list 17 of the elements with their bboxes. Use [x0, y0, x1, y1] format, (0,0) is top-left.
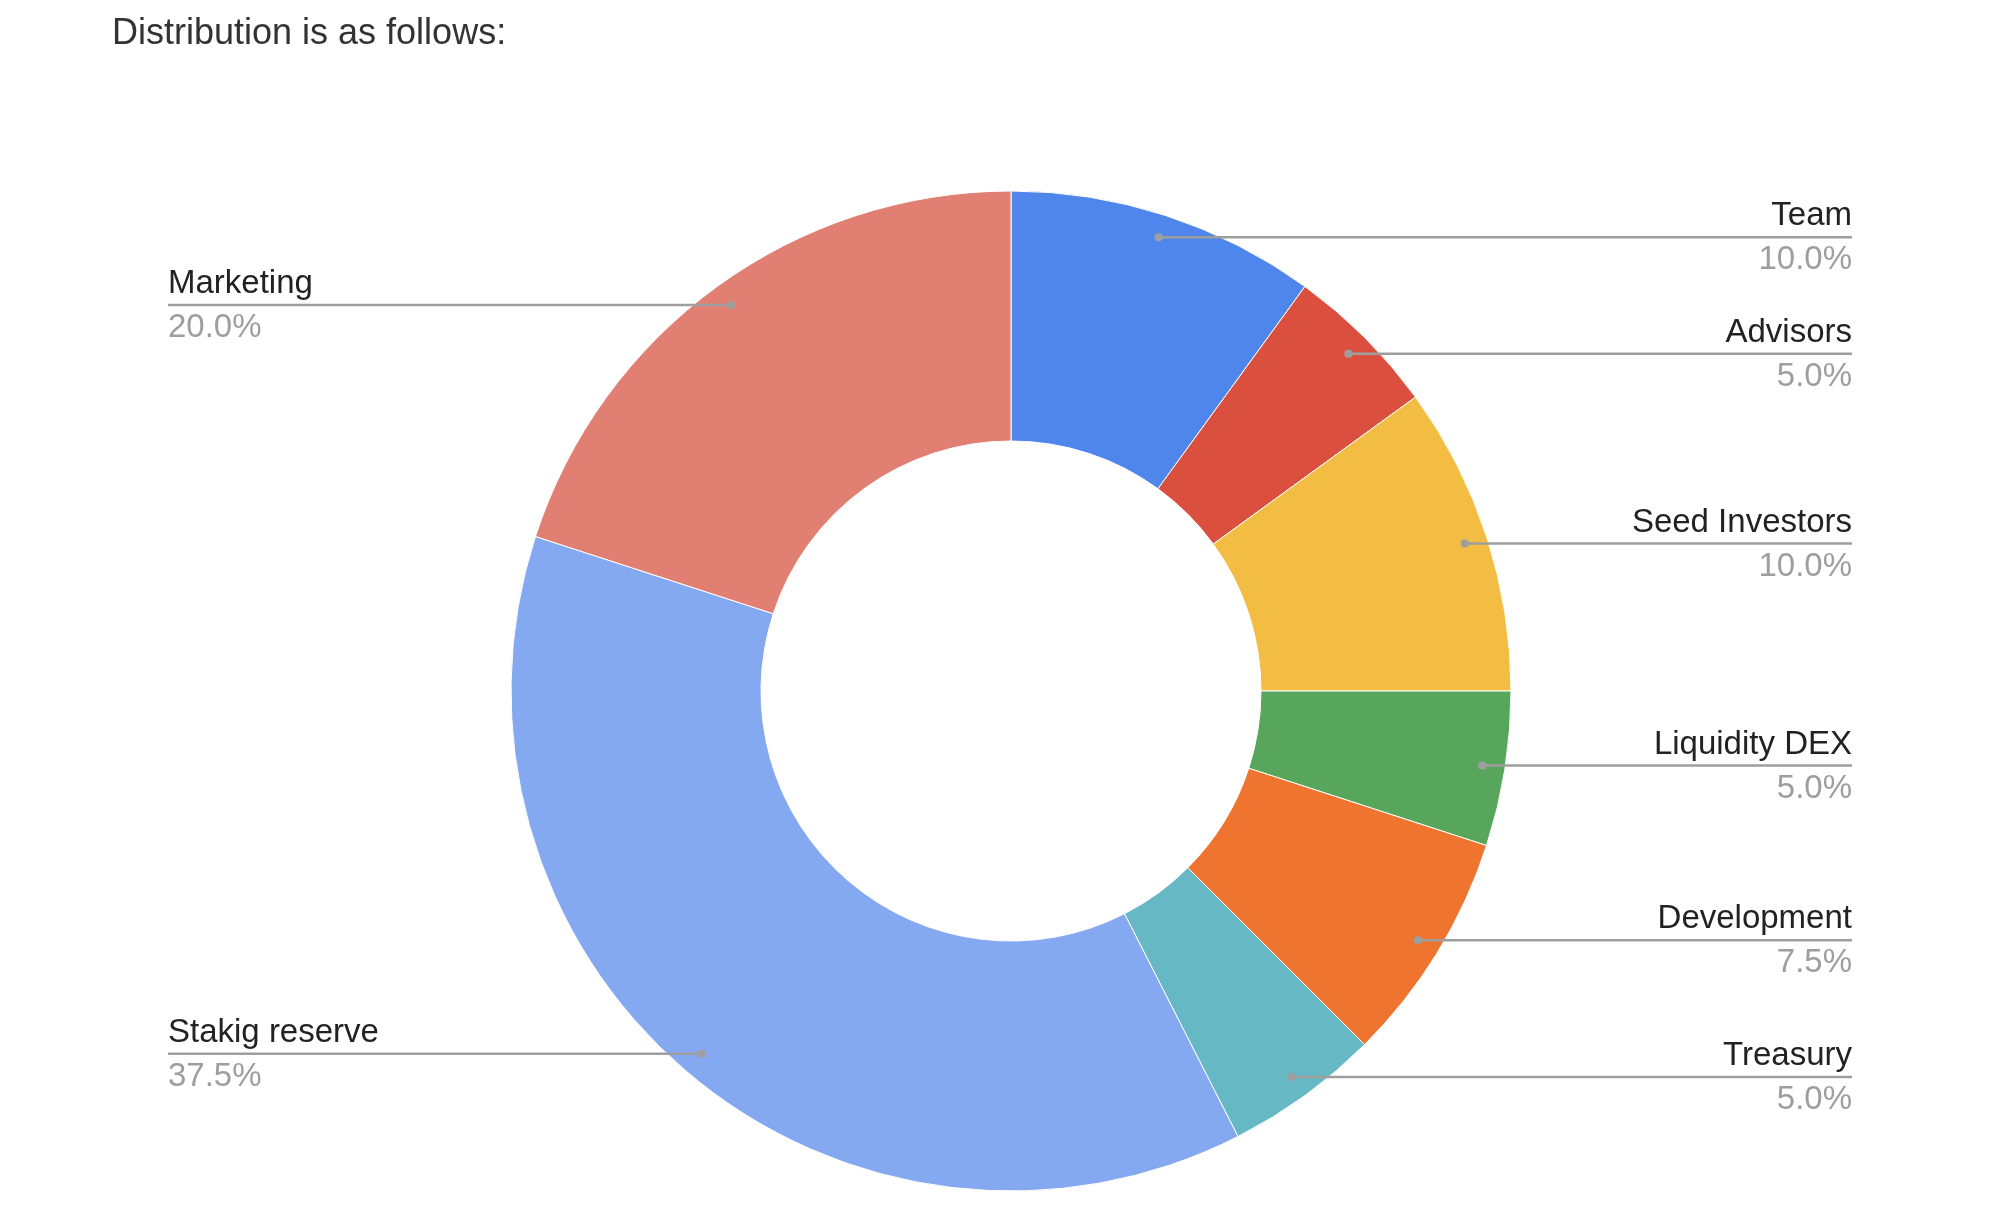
data-label: 10.0%	[1758, 239, 1852, 277]
slice-label: Seed Investors	[1631, 501, 1852, 539]
data-label: 7.5%	[1776, 942, 1852, 980]
data-label: 20.0%	[168, 307, 262, 345]
slice-label: Development	[1657, 898, 1852, 936]
chart-title: Distribution is as follows:	[112, 11, 507, 52]
data-label: 5.0%	[1776, 355, 1852, 393]
data-label: 37.5%	[168, 1055, 262, 1093]
slice-label: Team	[1771, 195, 1852, 233]
slice-label: Stakig reserve	[168, 1011, 379, 1049]
slice-label: Marketing	[168, 263, 313, 301]
slice-label: Advisors	[1725, 311, 1852, 349]
data-label: 10.0%	[1758, 545, 1852, 583]
data-label: 5.0%	[1776, 1078, 1852, 1116]
slice-label: Treasury	[1723, 1034, 1853, 1072]
data-label: 5.0%	[1776, 767, 1852, 805]
slice-label: Liquidity DEX	[1653, 723, 1852, 761]
